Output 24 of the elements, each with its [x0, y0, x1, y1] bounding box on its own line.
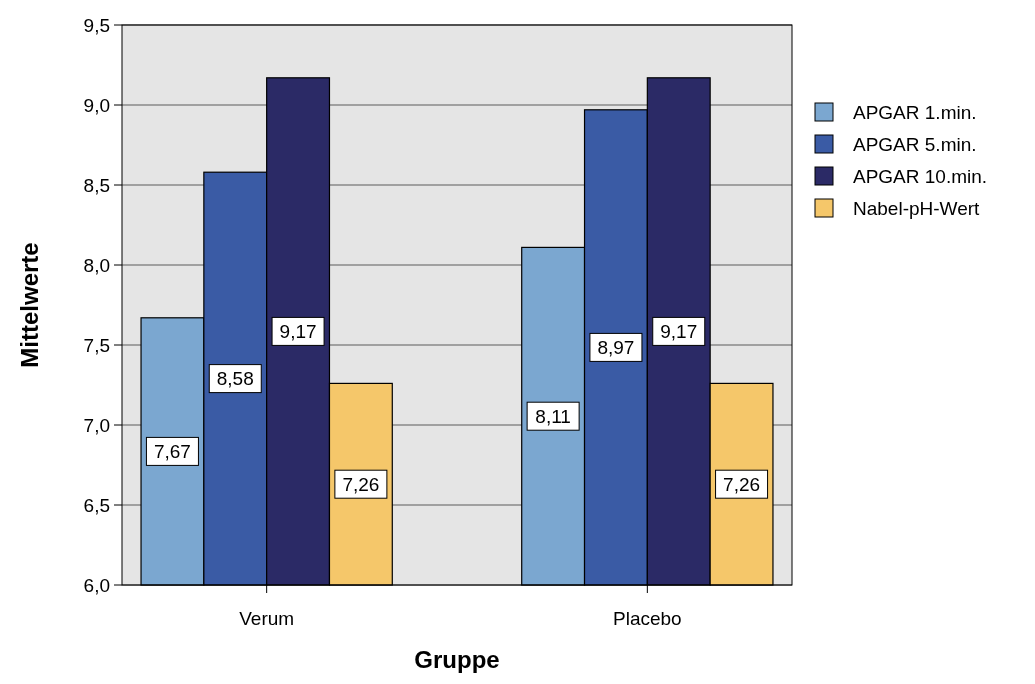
data-label: 7,67 [153, 441, 191, 463]
legend-label: APGAR 1.min. [853, 101, 977, 123]
y-tick-label: 6,0 [83, 574, 110, 596]
x-axis-title: Gruppe [414, 646, 500, 673]
legend-label: APGAR 5.min. [853, 133, 977, 155]
y-tick-label: 8,5 [83, 174, 110, 196]
y-tick-label: 7,5 [83, 334, 110, 356]
x-tick-label: Placebo [613, 608, 682, 629]
x-tick-label: Verum [239, 608, 295, 629]
y-axis-title: Mittelwerte [16, 242, 43, 368]
y-tick-label: 6,5 [83, 494, 110, 516]
y-tick-label: 9,0 [83, 94, 110, 116]
data-label: 8,11 [535, 405, 571, 427]
data-label: 7,26 [342, 473, 380, 495]
data-label: 8,58 [216, 368, 254, 390]
y-tick-label: 9,5 [83, 14, 110, 36]
legend-label: Nabel-pH-Wert [853, 197, 981, 219]
data-label: 9,17 [660, 321, 698, 343]
data-label: 9,17 [279, 321, 317, 343]
y-tick-label: 8,0 [83, 254, 110, 276]
y-tick-label: 7,0 [83, 414, 110, 436]
data-label: 8,97 [597, 337, 635, 359]
data-label: 7,26 [723, 473, 761, 495]
legend-label: APGAR 10.min. [853, 165, 988, 187]
